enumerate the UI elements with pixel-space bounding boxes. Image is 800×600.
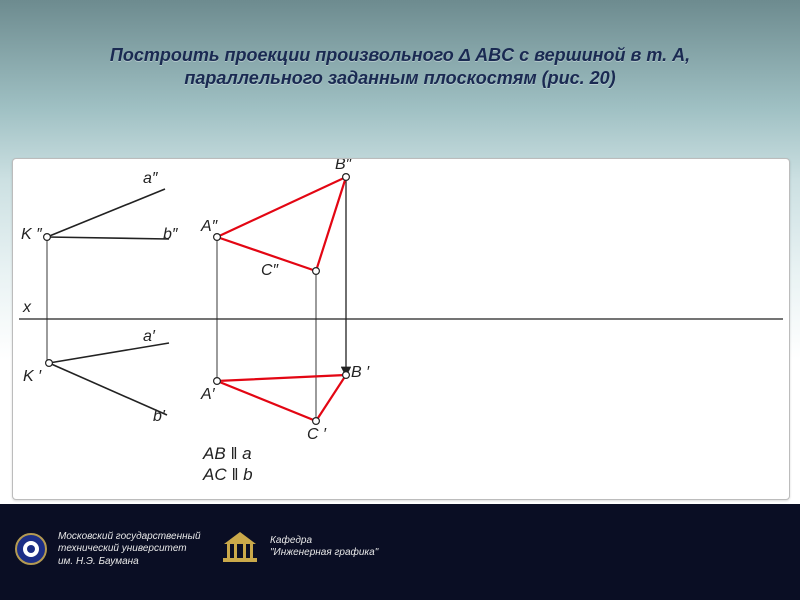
label-b1: b′: [153, 408, 166, 425]
dept-logo-icon: [220, 530, 260, 564]
label-b2: b″: [163, 226, 179, 243]
legend-line1: AB ‖ a: [203, 443, 253, 464]
triangle-top: [217, 177, 346, 271]
line-a1: [49, 343, 169, 363]
diagram-svg: x a″ b″ K ″ a′ b′ K ′: [13, 159, 789, 499]
dept-text: Кафедра "Инженерная графика": [270, 535, 378, 560]
svg-text:B″: B″: [335, 159, 353, 173]
label-a2: a″: [143, 170, 159, 187]
footer: Московский государственный технический у…: [0, 504, 800, 600]
label-K2: K ″: [21, 226, 43, 243]
triangle-bottom: [217, 375, 346, 421]
footer-org-dept: Кафедра "Инженерная графика": [220, 530, 378, 564]
point-labels: A″ B″ C″ A′ B ′ C ′: [200, 159, 370, 443]
line-a2: [47, 189, 165, 237]
svg-text:B ′: B ′: [351, 364, 370, 381]
legend-line2: AC ‖ b: [203, 464, 253, 485]
line-b2: [47, 237, 169, 239]
svg-text:C″: C″: [261, 262, 280, 279]
label-a1: a′: [143, 328, 156, 345]
svg-text:A′: A′: [200, 386, 216, 403]
title-line1: Построить проекции произвольного Δ ABC с…: [110, 45, 690, 65]
line-b1: [49, 363, 167, 415]
bmstu-text: Московский государственный технический у…: [58, 531, 201, 569]
slide-title: Построить проекции произвольного Δ ABC с…: [0, 44, 800, 91]
svg-text:C ′: C ′: [307, 426, 327, 443]
footer-org-bmstu: Московский государственный технический у…: [14, 531, 201, 569]
axis-x-label: x: [22, 299, 32, 316]
points: [44, 174, 350, 425]
diagram-legend: AB ‖ a AC ‖ b: [203, 443, 253, 486]
diagram-panel: x a″ b″ K ″ a′ b′ K ′: [12, 158, 790, 500]
bmstu-logo-icon: [14, 532, 48, 566]
label-K1: K ′: [23, 368, 42, 385]
svg-text:A″: A″: [200, 218, 219, 235]
title-line2: параллельного заданным плоскостям (рис. …: [184, 68, 615, 88]
